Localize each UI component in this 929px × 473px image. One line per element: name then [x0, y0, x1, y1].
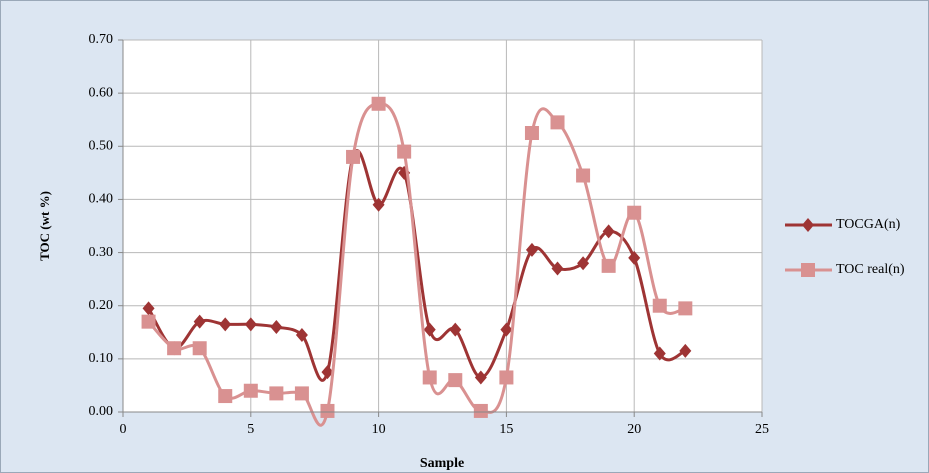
- marker: [167, 341, 182, 356]
- marker: [372, 197, 385, 212]
- marker: [802, 218, 814, 232]
- x-tick-label: 10: [372, 422, 386, 437]
- marker: [294, 386, 309, 401]
- marker: [371, 96, 386, 111]
- marker: [576, 168, 591, 183]
- marker: [601, 258, 616, 273]
- y-axis-title: TOC (wt %): [37, 191, 52, 261]
- legend-label: TOCGA(n): [836, 217, 901, 232]
- marker: [218, 389, 233, 404]
- marker: [679, 343, 692, 358]
- marker: [193, 314, 206, 329]
- plot-area: [123, 40, 762, 412]
- marker: [269, 386, 284, 401]
- marker: [320, 403, 335, 418]
- marker: [422, 370, 437, 385]
- y-tick-label: 0.20: [89, 298, 114, 313]
- x-tick-label: 15: [499, 422, 513, 437]
- marker: [801, 263, 815, 277]
- x-tick-label: 0: [120, 422, 127, 437]
- marker: [219, 317, 232, 332]
- marker: [627, 205, 642, 220]
- marker: [678, 301, 693, 316]
- marker: [474, 370, 487, 385]
- x-tick-label: 20: [627, 422, 641, 437]
- marker: [449, 322, 462, 337]
- marker: [243, 383, 258, 398]
- x-tick-label: 5: [247, 422, 254, 437]
- marker: [423, 322, 436, 337]
- y-tick-label: 0.70: [89, 32, 114, 47]
- marker: [602, 224, 615, 239]
- marker: [244, 317, 257, 332]
- marker: [500, 322, 513, 337]
- marker: [550, 115, 565, 130]
- marker: [346, 149, 361, 164]
- marker: [628, 250, 641, 265]
- marker: [448, 373, 463, 388]
- marker: [270, 319, 283, 334]
- marker: [525, 242, 538, 257]
- marker: [652, 298, 667, 313]
- x-axis-title: Sample: [420, 456, 464, 471]
- y-tick-label: 0.50: [89, 139, 114, 154]
- legend-label: TOC real(n): [836, 262, 905, 277]
- marker: [192, 341, 207, 356]
- marker: [524, 126, 539, 140]
- marker: [473, 403, 488, 418]
- y-tick-label: 0.30: [89, 245, 114, 260]
- y-tick-label: 0.60: [89, 85, 114, 100]
- marker: [321, 365, 334, 380]
- y-tick-label: 0.00: [89, 404, 114, 419]
- x-tick-label: 25: [755, 422, 769, 437]
- marker: [551, 261, 564, 276]
- marker: [295, 327, 308, 342]
- y-tick-label: 0.10: [89, 351, 114, 366]
- marker: [499, 370, 514, 385]
- marker: [577, 256, 590, 271]
- marker: [141, 314, 156, 329]
- marker: [397, 144, 412, 159]
- marker: [653, 346, 666, 361]
- marker: [142, 301, 155, 316]
- y-tick-label: 0.40: [89, 192, 114, 207]
